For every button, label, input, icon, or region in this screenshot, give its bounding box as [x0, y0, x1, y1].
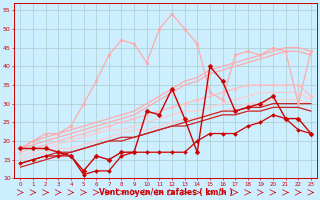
X-axis label: Vent moyen/en rafales ( km/h ): Vent moyen/en rafales ( km/h ): [99, 188, 233, 197]
